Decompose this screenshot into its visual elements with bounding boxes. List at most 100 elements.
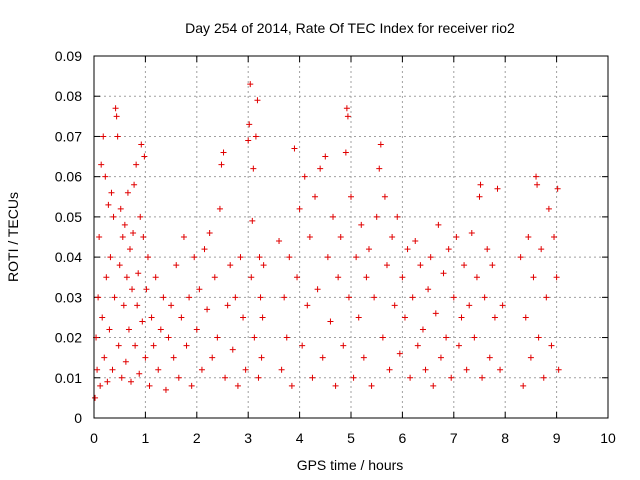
data-point <box>173 262 180 269</box>
x-tick-label: 7 <box>450 430 458 446</box>
data-point <box>162 386 169 393</box>
data-point <box>391 302 398 309</box>
data-point <box>304 302 311 309</box>
data-point <box>209 354 216 361</box>
x-tick-label: 3 <box>244 430 252 446</box>
data-point <box>136 370 143 377</box>
data-points <box>92 81 562 401</box>
data-point <box>196 286 203 293</box>
x-axis-label: GPS time / hours <box>297 457 404 473</box>
data-point <box>373 213 380 220</box>
data-point <box>551 234 558 240</box>
data-point <box>489 262 496 269</box>
data-point <box>414 342 421 349</box>
data-point <box>548 342 555 349</box>
data-point <box>130 229 137 236</box>
data-point <box>245 137 252 144</box>
data-point <box>448 374 455 381</box>
data-point <box>201 246 208 253</box>
data-point <box>101 354 108 361</box>
data-point <box>286 254 293 261</box>
x-tick-label: 10 <box>600 430 616 446</box>
data-point <box>94 366 101 373</box>
data-point <box>437 354 444 361</box>
data-point <box>117 205 124 212</box>
data-point <box>232 294 239 301</box>
data-point <box>122 358 129 365</box>
data-point <box>458 314 465 321</box>
data-point <box>124 189 131 196</box>
data-point <box>299 342 306 349</box>
data-point <box>425 286 432 293</box>
data-point <box>105 201 112 208</box>
y-tick-label: 0.02 <box>55 330 82 346</box>
data-point <box>337 234 344 240</box>
data-point <box>554 185 561 192</box>
data-point <box>358 221 365 228</box>
data-point <box>332 382 339 389</box>
data-point <box>237 254 244 261</box>
data-point <box>92 394 99 401</box>
data-point <box>188 382 195 389</box>
data-point <box>137 213 144 220</box>
data-point <box>520 382 527 389</box>
data-point <box>211 274 218 281</box>
data-point <box>281 294 288 301</box>
data-point <box>170 354 177 361</box>
data-point <box>98 161 105 168</box>
data-point <box>371 294 378 301</box>
data-point <box>545 205 552 212</box>
data-point <box>112 105 119 112</box>
data-point <box>258 354 265 361</box>
data-point <box>450 294 457 301</box>
data-point <box>102 173 109 180</box>
data-point <box>379 334 386 341</box>
data-point <box>134 302 141 309</box>
data-point <box>216 205 223 212</box>
y-tick-label: 0 <box>74 410 82 426</box>
data-point <box>108 189 115 196</box>
y-tick-label: 0.08 <box>55 88 82 104</box>
data-point <box>422 366 429 373</box>
data-point <box>417 262 424 269</box>
data-point <box>394 213 401 220</box>
data-point <box>445 246 452 253</box>
data-point <box>353 254 360 261</box>
data-point <box>133 161 140 168</box>
data-point <box>350 374 357 381</box>
y-tick-labels: 0 0.01 0.02 0.03 0.04 0.05 0.06 0.07 0.08 0.09 <box>55 48 82 426</box>
data-point <box>301 173 308 180</box>
data-point <box>527 354 534 361</box>
data-point <box>555 366 562 373</box>
data-point <box>288 382 295 389</box>
data-point <box>168 302 175 309</box>
data-point <box>247 81 254 88</box>
x-tick-label: 0 <box>90 430 98 446</box>
data-point <box>222 374 229 381</box>
gridlines <box>94 56 608 418</box>
data-point <box>381 193 388 200</box>
data-point <box>335 274 342 281</box>
y-tick-label: 0.04 <box>55 249 82 265</box>
data-point <box>143 286 150 293</box>
data-point <box>123 274 130 281</box>
data-point <box>121 221 128 228</box>
data-point <box>283 334 290 341</box>
data-point <box>157 326 164 333</box>
data-point <box>99 314 106 321</box>
data-point <box>466 302 473 309</box>
data-point <box>440 270 447 277</box>
data-point <box>455 342 462 349</box>
data-point <box>96 234 103 240</box>
data-point <box>183 342 190 349</box>
data-point <box>404 246 411 253</box>
data-point <box>180 234 187 240</box>
data-point <box>435 221 442 228</box>
data-point <box>319 354 326 361</box>
data-point <box>118 374 125 381</box>
data-point <box>484 246 491 253</box>
data-point <box>407 374 414 381</box>
data-point <box>146 382 153 389</box>
data-point <box>95 294 102 301</box>
data-point <box>497 366 504 373</box>
